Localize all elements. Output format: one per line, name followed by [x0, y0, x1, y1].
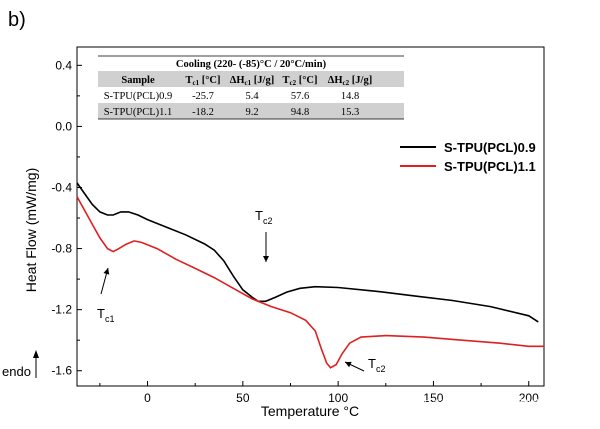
legend-label-1: S-TPU(PCL)1.1 [444, 159, 536, 174]
x-tick-label: 100 [328, 391, 348, 405]
table-header-cell: ΔHc2 [J/g] [328, 75, 372, 87]
x-axis-ticks: 0 50 100 150 200 [99, 381, 539, 405]
table-row-bg [98, 103, 404, 119]
y-tick-label: 0.4 [55, 58, 72, 72]
table-cell: 5.4 [245, 91, 259, 102]
table-cell: S-TPU(PCL)0.9 [104, 91, 173, 102]
table-cell: 57.6 [291, 91, 309, 102]
table-cell: S-TPU(PCL)1.1 [104, 107, 173, 118]
table-header-bg [98, 71, 404, 87]
y-axis-ticks: 0.4 0.0 -0.4 -0.8 -1.2 -1.6 [51, 58, 82, 378]
y-tick-label: -0.8 [51, 242, 72, 256]
table-header-cell: Sample [121, 75, 155, 86]
endo-arrow-head [33, 350, 39, 358]
legend: S-TPU(PCL)0.9 S-TPU(PCL)1.1 [400, 140, 536, 174]
table-header-cell: Tc1 [°C] [185, 75, 220, 87]
x-tick-label: 0 [144, 391, 151, 405]
plot-area: 0 50 100 150 200 0.40.0-0.4-0.8-1.2-1.6 Tc1T… [51, 46, 545, 405]
table-cell: 9.2 [245, 107, 258, 118]
series-line-0 [76, 182, 539, 323]
y-tick-label: -1.2 [51, 303, 72, 317]
table-header-cell: Tc2 [°C] [282, 75, 317, 87]
table-header-cell: ΔHc1 [J/g] [230, 75, 274, 87]
y-tick-label: -1.6 [51, 364, 72, 378]
table-cell: -25.7 [192, 91, 214, 102]
legend-label-0: S-TPU(PCL)0.9 [444, 140, 536, 155]
x-tick-label: 50 [236, 391, 250, 405]
table-cell: 94.8 [291, 107, 309, 118]
annotation-arrowhead-0 [103, 268, 110, 275]
annotation-label-0: Tc1 [97, 306, 114, 324]
annotation-label-2: Tc2 [368, 356, 385, 374]
table-cell: 15.3 [341, 107, 359, 118]
y-tick-label: 0.0 [55, 119, 72, 133]
inset-table: Cooling (220- (-85)°C / 20°C/min) Sample T… [98, 55, 404, 120]
annotation-arrowhead-1 [263, 256, 269, 262]
endo-indicator: endo [2, 350, 39, 379]
x-tick-label: 150 [423, 391, 443, 405]
plot-frame [76, 46, 545, 387]
annotation-label-1: Tc2 [255, 208, 272, 226]
watermark: 知乎 @富临塑胶-黎生 [418, 398, 544, 414]
x-tick-label: 200 [519, 391, 539, 405]
table-title: Cooling (220- (-85)°C / 20°C/min) [176, 59, 327, 70]
panel-label: b) [8, 9, 26, 31]
table-cell: 14.8 [341, 91, 359, 102]
annotation-layer: Tc1 Tc2 Tc2 [97, 208, 385, 374]
table-cell: -18.2 [192, 107, 214, 118]
series-layer [76, 182, 544, 369]
series-line-1 [76, 196, 544, 369]
y-tick-label: -0.4 [51, 180, 72, 194]
x-axis-title: Temperature °C [261, 403, 359, 419]
endo-label: endo [2, 364, 31, 379]
annotation-arrowhead-2 [345, 361, 352, 368]
y-axis-title: Heat Flow (mW/mg) [23, 168, 39, 292]
